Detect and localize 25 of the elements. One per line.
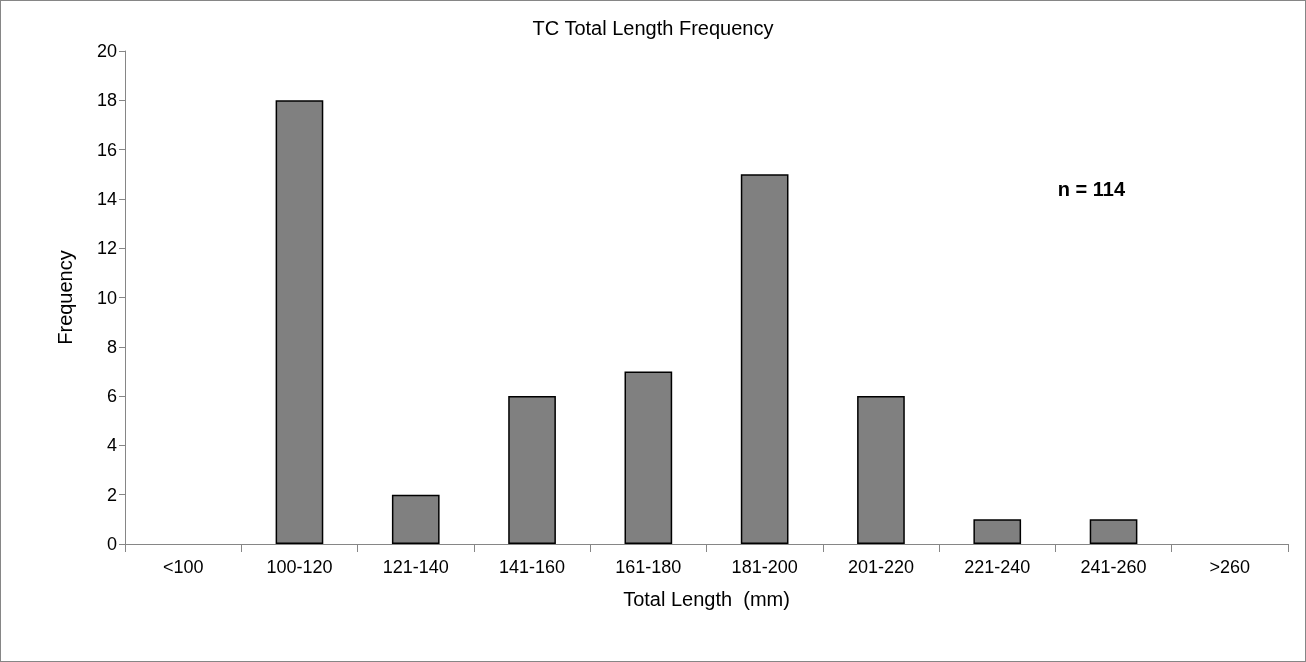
chart-title: TC Total Length Frequency xyxy=(532,17,774,39)
y-tick-label: 14 xyxy=(96,188,117,209)
y-tick-label: 16 xyxy=(96,139,117,160)
x-tick-label: 161-180 xyxy=(615,557,682,577)
x-tick-label: <100 xyxy=(162,557,204,577)
x-tick-label: 241-260 xyxy=(1080,557,1147,577)
x-tick-label: 221-240 xyxy=(964,557,1031,577)
x-tick-label: 121-140 xyxy=(382,557,449,577)
y-tick-label: 4 xyxy=(106,435,117,456)
y-tick-label: 12 xyxy=(96,238,117,259)
x-tick-label: 201-220 xyxy=(847,557,914,577)
y-tick-label: 6 xyxy=(106,386,117,407)
y-axis-title: Frequency xyxy=(54,250,76,345)
x-tick-label: 181-200 xyxy=(731,557,798,577)
y-tick-label: 8 xyxy=(106,336,117,357)
y-tick-label: 2 xyxy=(106,484,117,505)
y-tick-label: 10 xyxy=(96,287,117,308)
y-tick-label: 18 xyxy=(96,90,117,111)
y-tick-label: 0 xyxy=(106,534,117,554)
x-tick-label: >260 xyxy=(1209,557,1251,577)
x-axis-title: Total Length (mm) xyxy=(623,588,790,610)
x-tick-label: 100-120 xyxy=(266,557,333,577)
x-tick-label: 141-160 xyxy=(499,557,566,577)
y-tick-label: 20 xyxy=(96,41,117,61)
annotation: n = 114 xyxy=(1057,178,1126,200)
